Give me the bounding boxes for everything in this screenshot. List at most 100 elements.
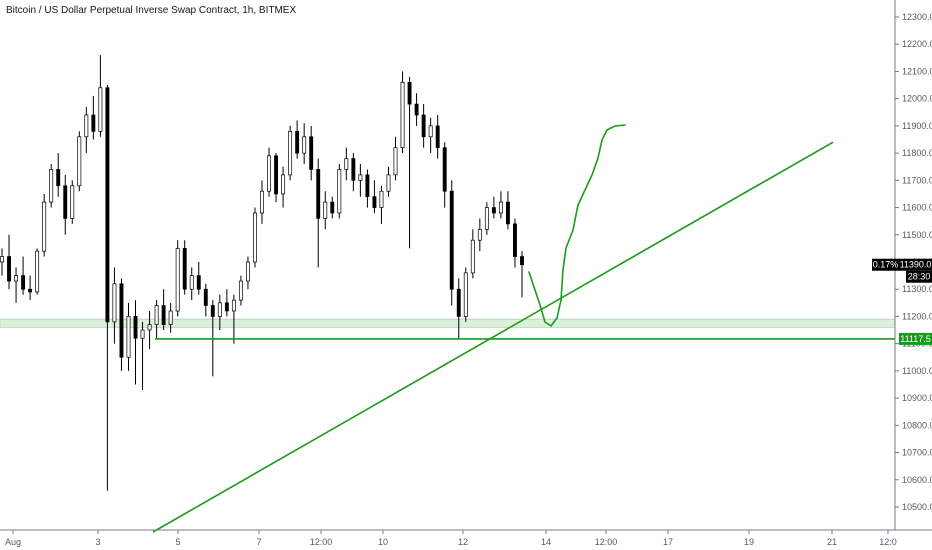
time-tick-label: 19	[744, 537, 754, 547]
candle-body	[386, 174, 391, 192]
candle-body	[112, 283, 117, 323]
candle-body	[393, 147, 398, 176]
candle-body	[477, 228, 482, 241]
candle-body	[119, 283, 124, 358]
last-change-label: 0.17%	[873, 260, 899, 270]
candle-body	[288, 130, 293, 176]
trendline[interactable]	[152, 141, 834, 533]
candle-body	[253, 212, 257, 263]
chart-title: Bitcoin / US Dollar Perpetual Inverse Sw…	[6, 5, 297, 16]
candle-body	[7, 256, 11, 282]
candle-body	[491, 207, 496, 214]
countdown-label: 28:30	[908, 272, 931, 282]
price-tick-label: 11000.0	[902, 366, 932, 376]
candle-body	[42, 201, 47, 252]
candle-body	[470, 239, 475, 274]
candle-body	[421, 114, 426, 138]
price-tick-label: 10700.0	[902, 448, 932, 458]
candles	[0, 55, 524, 491]
candle-body	[0, 256, 4, 263]
candle-body	[91, 114, 96, 132]
price-tick-label: 10900.0	[902, 393, 932, 403]
candle-body	[105, 87, 110, 323]
candle-body	[358, 174, 363, 181]
time-tick-label: 3	[95, 537, 100, 547]
candle-body	[154, 305, 159, 325]
price-tick-label: 12100.0	[902, 66, 932, 76]
change-tag	[872, 258, 899, 271]
candle-body	[168, 310, 173, 325]
candle-body	[323, 201, 328, 219]
candle-body	[344, 158, 349, 170]
candle-body	[520, 256, 524, 266]
candle-body	[147, 324, 152, 331]
candle-body	[365, 174, 370, 198]
candle-body	[231, 299, 236, 312]
candle-body	[372, 196, 377, 208]
candle-body	[224, 302, 229, 312]
price-tick-label: 11800.0	[902, 148, 932, 158]
price-tick-label: 10500.0	[902, 502, 932, 512]
candle-body	[442, 147, 447, 192]
support-price-label: 11117.5	[900, 334, 931, 344]
candle-body	[238, 280, 243, 301]
price-tick-label: 11300.0	[902, 284, 932, 294]
candle-body	[98, 87, 103, 132]
time-tick-label: 14	[541, 537, 551, 547]
candle-body	[210, 305, 215, 317]
candle-body	[449, 190, 454, 290]
time-tick-label: 21	[827, 537, 837, 547]
candle-body	[295, 130, 300, 154]
candle-body	[414, 103, 419, 116]
candle-body	[133, 316, 138, 339]
candle-body	[428, 125, 433, 138]
candle-body	[513, 223, 517, 257]
candle-body	[77, 136, 82, 187]
candle-body	[435, 125, 440, 149]
candle-body	[245, 261, 250, 282]
candle-body	[302, 136, 307, 154]
price-tick-label: 11600.0	[902, 203, 932, 213]
candle-body	[330, 201, 335, 214]
candle-body	[161, 305, 166, 325]
candle-body	[196, 275, 201, 290]
time-tick-label: 17	[663, 537, 673, 547]
time-tick-label: 12:00	[595, 537, 618, 547]
price-tick-label: 11700.0	[902, 175, 932, 185]
candle-body	[203, 288, 208, 306]
price-tick-label: 12300.0	[902, 12, 932, 22]
candle-body	[56, 169, 61, 187]
candle-body	[379, 190, 384, 208]
time-tick-label: 12:0	[879, 537, 897, 547]
candle-body	[14, 275, 19, 282]
candle-body	[274, 155, 279, 195]
candle-body	[400, 81, 405, 149]
time-tick-label: 10	[378, 537, 388, 547]
price-tick-label: 11900.0	[902, 121, 932, 131]
candle-body	[35, 250, 40, 293]
candle-body	[175, 248, 180, 312]
last-price-label: 11390.0	[900, 260, 932, 270]
candle-body	[309, 136, 314, 170]
time-tick-label: 5	[175, 537, 180, 547]
candle-body	[63, 185, 68, 219]
price-tick-label: 10600.0	[902, 475, 932, 485]
time-tick-label: 12:00	[310, 537, 333, 547]
price-tick-label: 11200.0	[902, 311, 932, 321]
candle-body	[140, 329, 145, 339]
candle-body	[21, 275, 26, 290]
candle-body	[267, 155, 271, 192]
time-tick-label: Aug	[5, 537, 21, 547]
projection-path[interactable]	[528, 124, 626, 327]
candle-body	[505, 201, 510, 225]
time-tick-label: 7	[256, 537, 261, 547]
price-tick-label: 10800.0	[902, 420, 932, 430]
candle-body	[351, 158, 356, 181]
candle-body	[182, 248, 187, 290]
candle-body	[28, 288, 33, 293]
candle-body	[498, 201, 503, 214]
candle-body	[281, 174, 286, 195]
candle-body	[217, 302, 222, 317]
candle-body	[407, 81, 412, 105]
